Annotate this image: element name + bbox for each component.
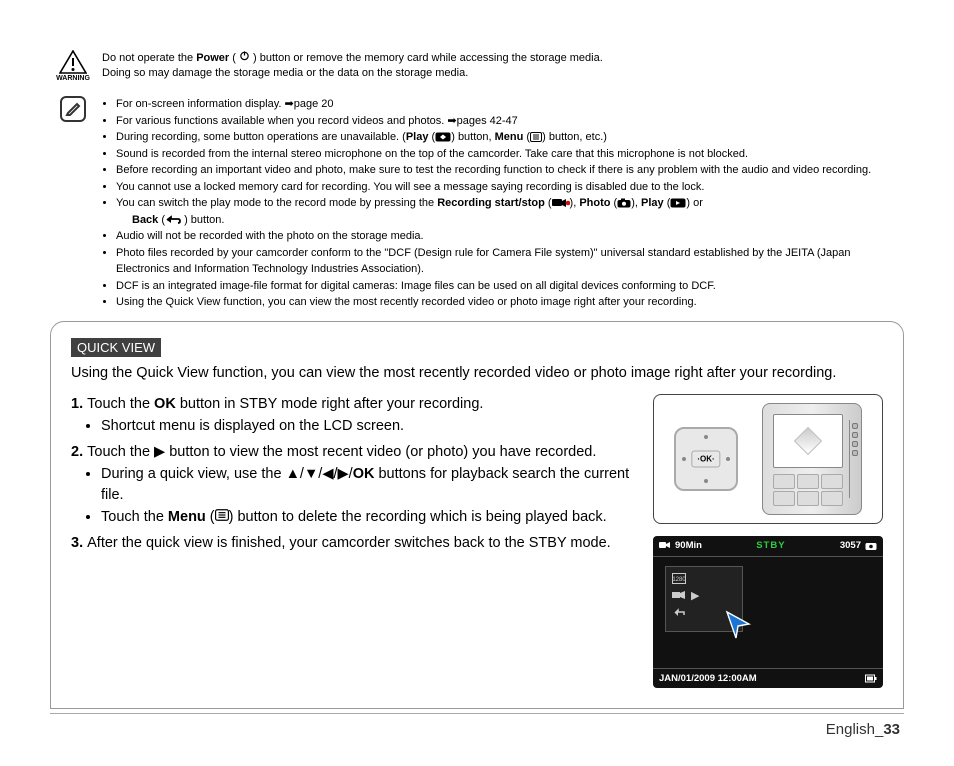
step-1: 1. Touch the OK button in STBY mode righ… <box>71 394 637 438</box>
photo-icon <box>865 541 877 551</box>
tip-2: For various functions available when you… <box>116 113 904 130</box>
mode-icon <box>672 590 686 601</box>
tip-10: DCF is an integrated image-file format f… <box>116 278 904 295</box>
page-number: 33 <box>883 721 900 738</box>
rec-icon <box>552 198 570 208</box>
power-icon <box>239 50 250 61</box>
tip-4: Sound is recorded from the internal ster… <box>116 146 904 163</box>
camcorder-icon <box>762 403 862 515</box>
ok-pad: ·OK· <box>674 427 738 491</box>
quickview-heading: QUICK VIEW <box>71 338 161 357</box>
tips-icon-col <box>50 96 96 311</box>
tips-block: For on-screen information display. ➡page… <box>50 96 904 311</box>
tips-list: For on-screen information display. ➡page… <box>96 96 904 311</box>
warning-line1d: ) button or remove the memory card while… <box>250 52 603 64</box>
page-footer: English_33 <box>826 721 900 738</box>
step-2-sub2: Touch the Menu () button to delete the r… <box>101 507 637 529</box>
camera-icon <box>617 198 631 208</box>
ok-button-label: ·OK· <box>691 451 720 468</box>
lcd-count: 3057 <box>840 540 861 551</box>
menu-icon <box>530 132 542 142</box>
lcd-time: 90Min <box>675 540 702 551</box>
tip-6: You cannot use a locked memory card for … <box>116 179 904 196</box>
step-2: 2. Touch the ▶ button to view the most r… <box>71 442 637 529</box>
step-1-sub: Shortcut menu is displayed on the LCD sc… <box>101 416 637 438</box>
warning-power: Power <box>196 52 229 64</box>
device-diagram: ·OK· <box>653 394 883 524</box>
lcd-datetime: JAN/01/2009 12:00AM <box>659 673 757 684</box>
warning-line2: Doing so may damage the storage media or… <box>102 66 603 81</box>
svg-text:1280: 1280 <box>672 577 686 583</box>
tip-1: For on-screen information display. ➡page… <box>116 96 904 113</box>
tip-8: Audio will not be recorded with the phot… <box>116 228 904 245</box>
warning-icon <box>59 50 87 74</box>
step-2-sub1: During a quick view, use the ▲/▼/◀/▶/OK … <box>101 464 637 508</box>
footer-lang: English <box>826 721 875 738</box>
quickview-panel: QUICK VIEW Using the Quick View function… <box>50 321 904 710</box>
tip-9: Photo files recorded by your camcorder c… <box>116 245 904 278</box>
footer-rule <box>50 713 904 714</box>
tip-3: During recording, some button operations… <box>116 129 904 146</box>
play-icon <box>670 198 686 208</box>
illustrations: ·OK· 90Min STBY <box>653 394 883 688</box>
tip-11: Using the Quick View function, you can v… <box>116 294 904 311</box>
res-icon: 1280 <box>672 573 686 584</box>
step-3: 3. After the quick view is finished, you… <box>71 533 637 555</box>
cursor-icon <box>723 610 753 640</box>
manual-page: WARNING Do not operate the Power ( ) but… <box>0 0 954 739</box>
warning-label: WARNING <box>50 75 96 82</box>
lcd-stby: STBY <box>756 540 785 551</box>
quickview-intro: Using the Quick View function, you can v… <box>71 363 883 385</box>
quickview-steps: 1. Touch the OK button in STBY mode righ… <box>71 394 637 688</box>
menu-icon <box>215 509 229 521</box>
play-icon <box>435 132 451 142</box>
back-icon <box>165 215 181 225</box>
warning-block: WARNING Do not operate the Power ( ) but… <box>50 50 904 82</box>
lcd-preview: 90Min STBY 3057 1280 ▶ <box>653 536 883 688</box>
warning-line1a: Do not operate the <box>102 52 196 64</box>
battery-icon <box>865 673 877 684</box>
tip-7: You can switch the play mode to the reco… <box>116 195 904 228</box>
video-icon <box>659 541 671 551</box>
warning-line1c: ( <box>229 52 239 64</box>
warning-icon-col: WARNING <box>50 50 96 82</box>
warning-text: Do not operate the Power ( ) button or r… <box>96 50 603 82</box>
return-icon <box>672 607 686 618</box>
note-icon <box>60 96 86 122</box>
tip-5: Before recording an important video and … <box>116 162 904 179</box>
